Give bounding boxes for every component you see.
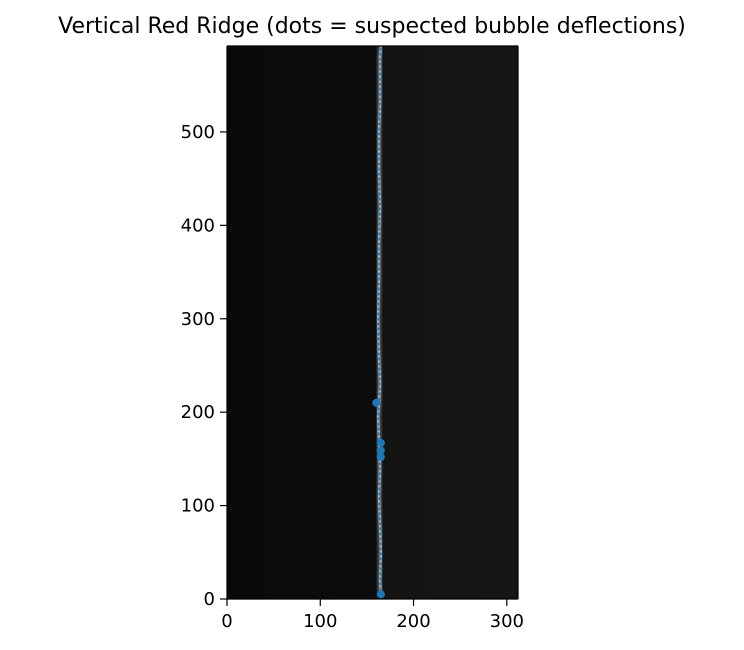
- deflection-point: [376, 446, 385, 455]
- y-tick-label: 400: [181, 215, 215, 236]
- chart-title: Vertical Red Ridge (dots = suspected bub…: [58, 14, 686, 39]
- deflection-point: [372, 398, 381, 407]
- ridge-layer: [375, 46, 384, 596]
- y-tick-label: 200: [181, 402, 215, 423]
- y-tick-label: 300: [181, 309, 215, 330]
- x-tick-label: 300: [490, 611, 524, 632]
- x-tick-label: 0: [221, 611, 232, 632]
- axes: 0 100 200 300 0 100 200 300 400 500: [181, 45, 524, 632]
- deflection-point: [376, 590, 385, 599]
- deflection-point: [376, 453, 385, 462]
- y-tick-label: 500: [181, 122, 215, 143]
- plot-area: [227, 46, 518, 599]
- y-tick-label: 100: [181, 496, 215, 517]
- x-tick-label: 200: [396, 611, 430, 632]
- deflection-point: [376, 439, 385, 448]
- y-tick-label: 0: [204, 589, 215, 610]
- ridge-line: [377, 46, 382, 596]
- image-background: [227, 46, 518, 599]
- x-tick-label: 100: [303, 611, 337, 632]
- deflection-dots: [372, 398, 385, 599]
